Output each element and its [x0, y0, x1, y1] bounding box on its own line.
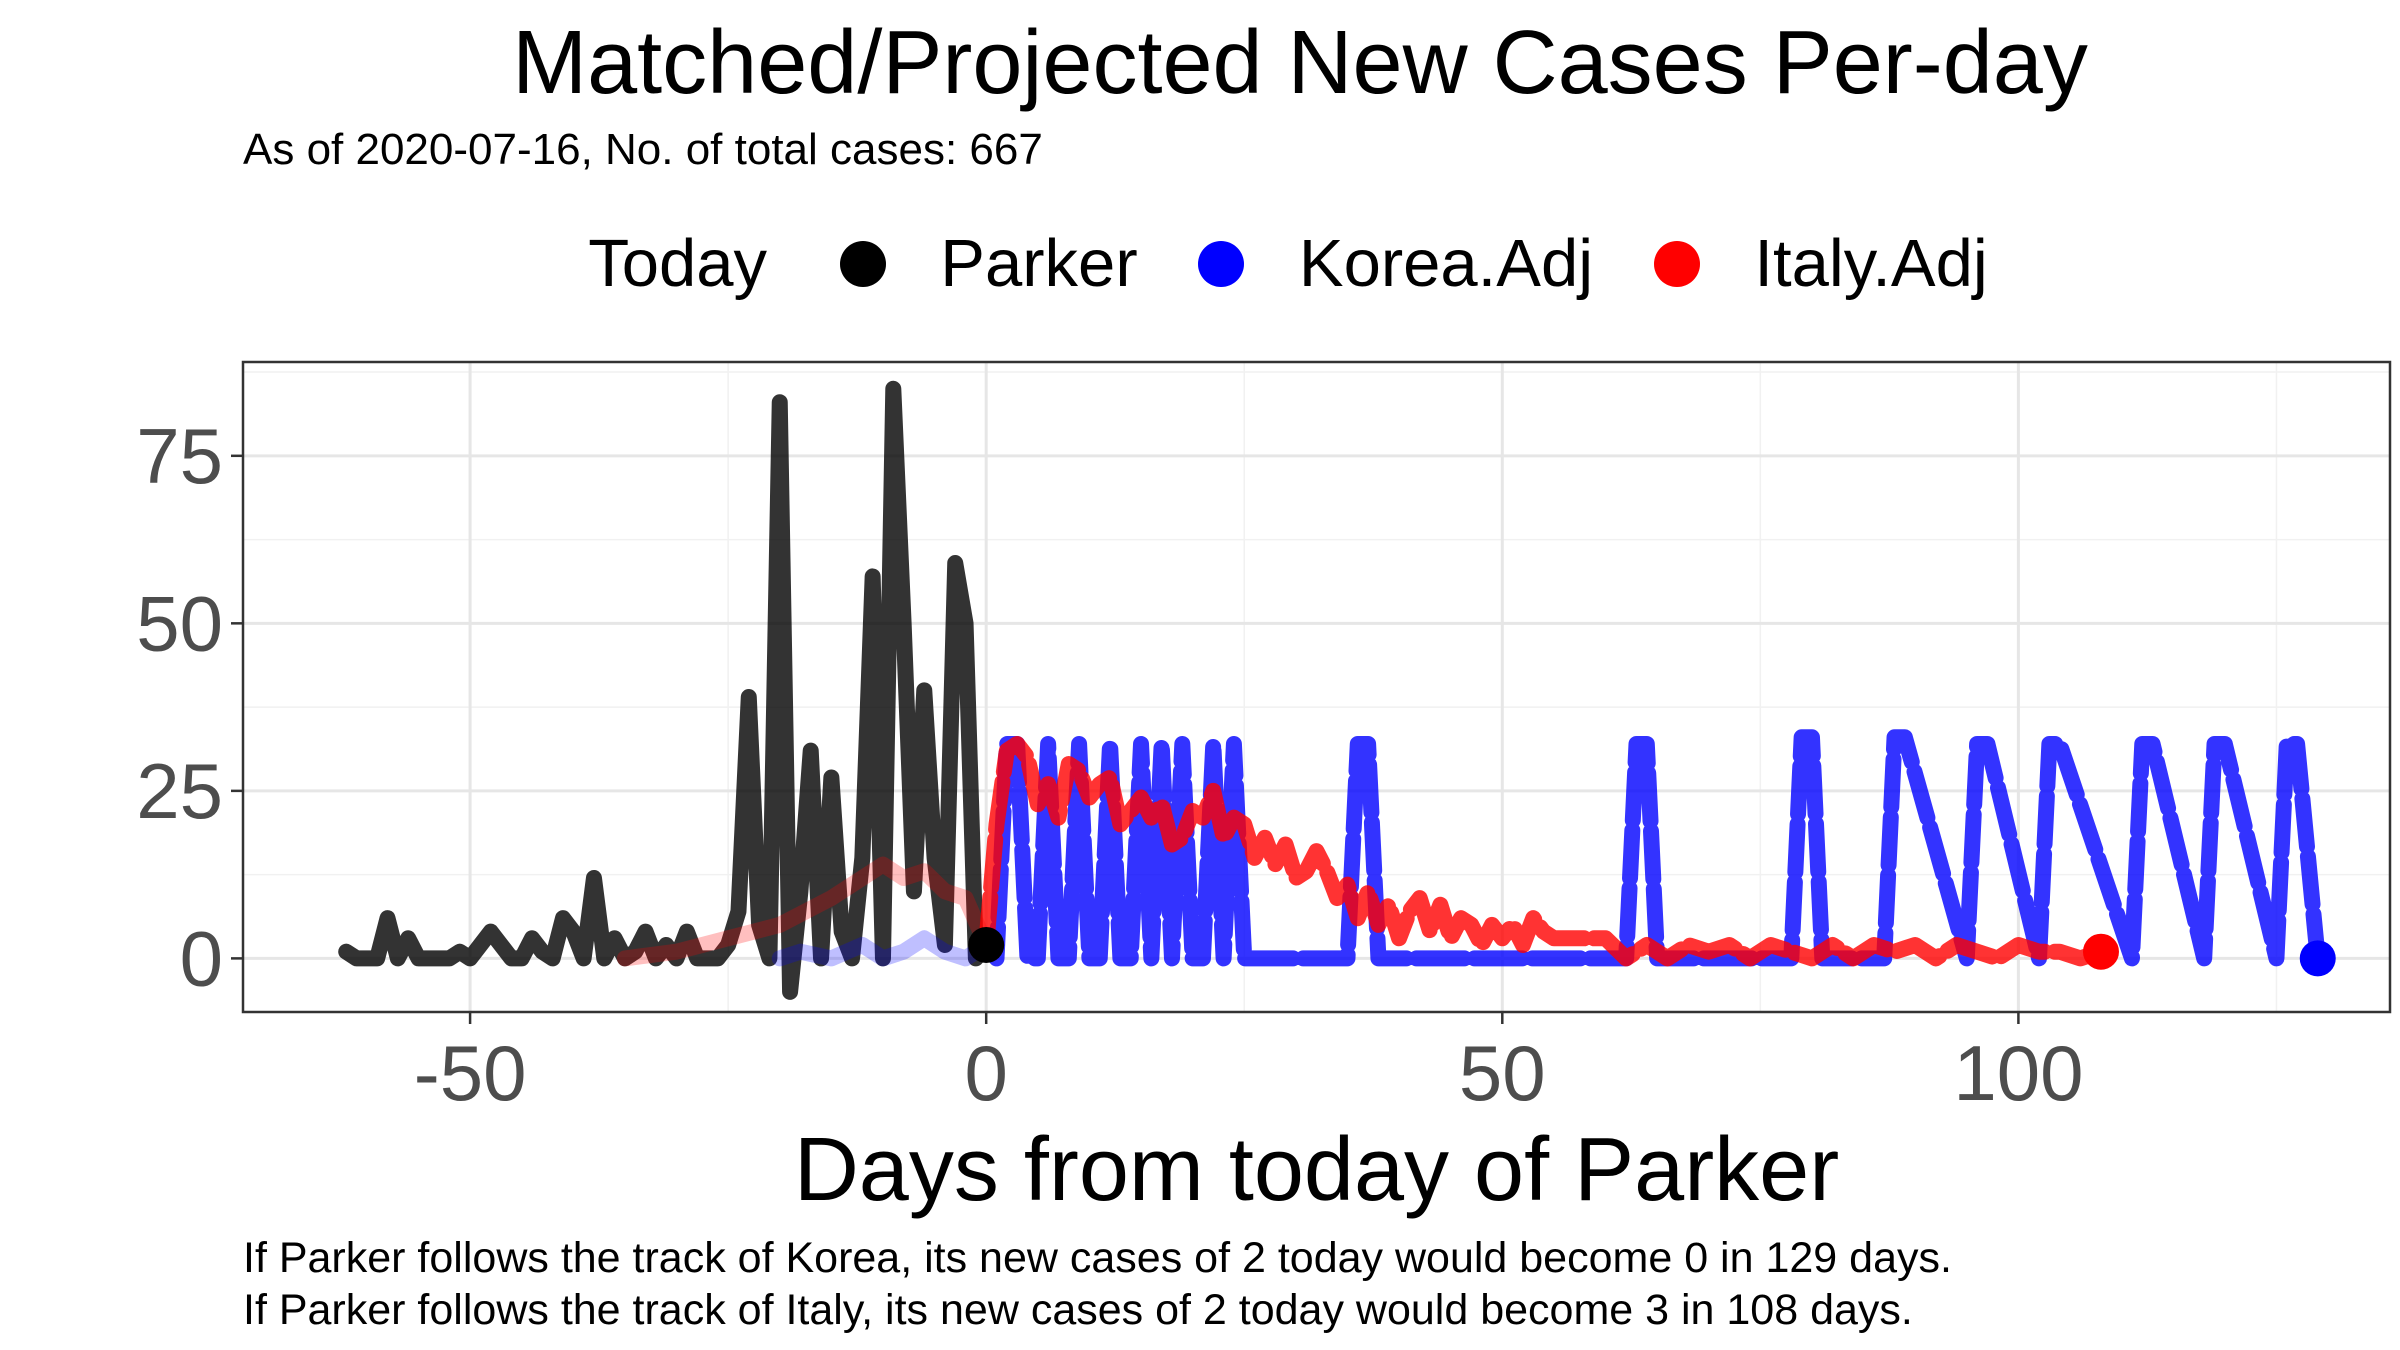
x-tick-label: 100 [1953, 1029, 2083, 1117]
series-line-italy-adj [978, 735, 2109, 967]
x-tick-label: 0 [964, 1029, 1007, 1117]
x-axis: -50 0 50 100 [414, 1012, 2083, 1117]
y-tick-label: 0 [180, 914, 223, 1002]
legend-title: Today [588, 226, 768, 302]
legend-label-parker: Parker [940, 226, 1138, 302]
point-italy-adj [2082, 933, 2119, 970]
legend-label-italy: Italy.Adj [1754, 226, 1988, 302]
point-parker [968, 926, 1005, 963]
chart-subtitle: As of 2020-07-16, No. of total cases: 66… [243, 125, 1043, 174]
y-tick-label: 50 [136, 579, 223, 667]
chart-title: Matched/Projected New Cases Per-day [512, 13, 2088, 113]
caption-korea: If Parker follows the track of Korea, it… [243, 1234, 1952, 1282]
y-tick-label: 75 [136, 412, 223, 500]
series-layer [338, 380, 2326, 1000]
point-korea-adj [2299, 940, 2336, 977]
legend-label-korea: Korea.Adj [1298, 226, 1594, 302]
x-tick-label: -50 [414, 1029, 527, 1117]
x-axis-label: Days from today of Parker [794, 1120, 1839, 1220]
y-axis: 0 25 50 75 [136, 412, 243, 1002]
legend-key-italy [1653, 241, 1700, 288]
series-line-korea-adj [978, 729, 2326, 967]
legend-key-korea [1198, 241, 1245, 288]
series-history-italy-adj [616, 856, 995, 967]
series-history-korea-adj [771, 930, 995, 967]
y-tick-label: 25 [136, 747, 223, 835]
x-tick-label: 50 [1459, 1029, 1546, 1117]
legend: Today Parker Korea.Adj Italy.Adj [0, 215, 2400, 309]
legend-key-parker [839, 241, 886, 288]
caption-italy: If Parker follows the track of Italy, it… [243, 1286, 1913, 1334]
today-points [968, 926, 2336, 977]
series-line-parker [338, 380, 995, 1000]
plot-panel-border [241, 360, 2392, 1014]
